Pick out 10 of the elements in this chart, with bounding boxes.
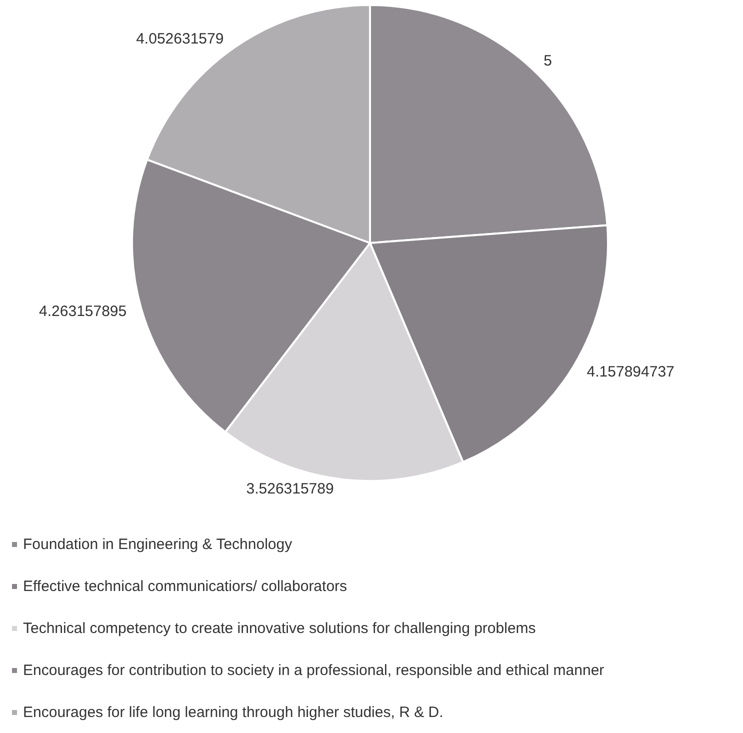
legend-label: Encourages for life long learning through higher studies, R & D. [23,704,444,721]
data-label: 3.526315789 [246,480,334,498]
legend-label: Foundation in Engineering & Technology [23,536,293,553]
legend-label: Encourages for contribution to society in a professional, responsible and ethical manner [23,662,604,679]
legend-label: Technical competency to create innovative solutions for challenging problems [23,620,536,637]
data-label: 5 [544,52,552,70]
data-label: 4.052631579 [136,30,224,48]
data-label: 4.157894737 [586,364,674,381]
data-label: 4.263157895 [39,302,127,320]
legend-label: Effective technical communicatiors/ collaborators [23,578,348,595]
